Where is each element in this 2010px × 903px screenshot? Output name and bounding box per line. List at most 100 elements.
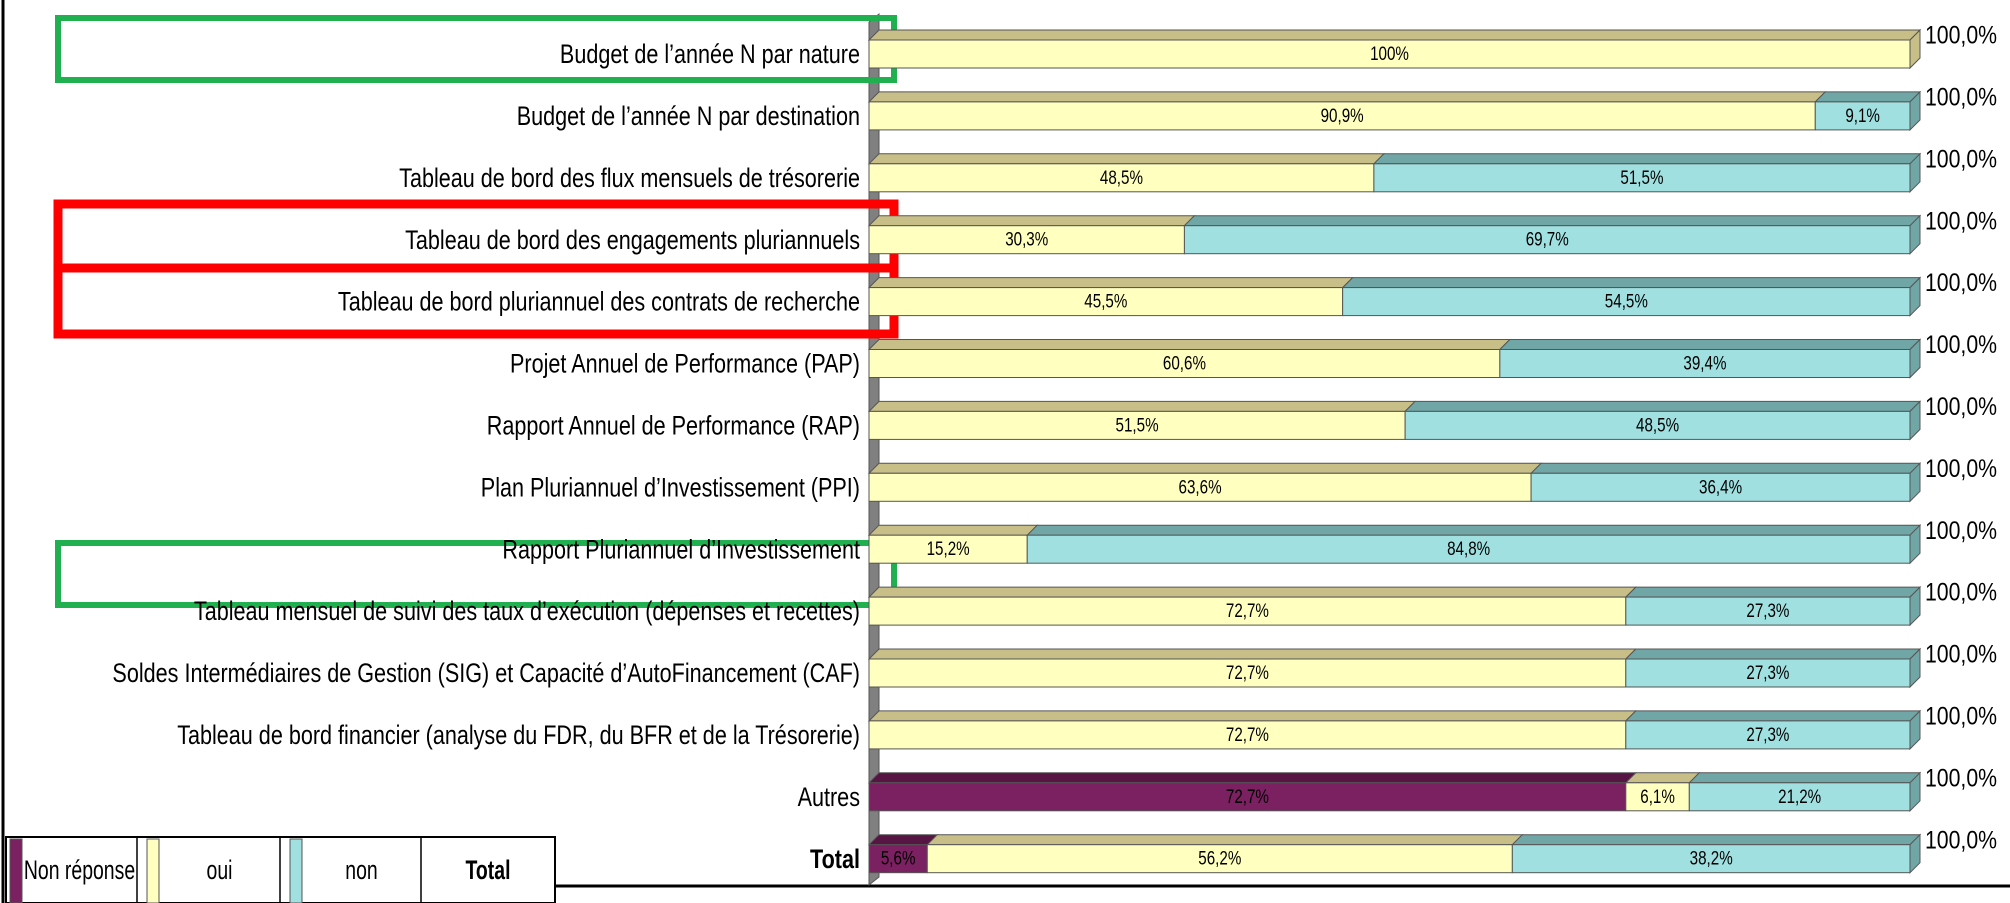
bar-side	[1909, 647, 1921, 689]
value-label: 100%	[1370, 42, 1409, 64]
legend-label: non	[345, 855, 377, 885]
value-label: 38,2%	[1690, 847, 1733, 869]
category-label: Rapport Pluriannuel d’Investissement	[502, 535, 860, 565]
bar-segment	[1625, 658, 1911, 688]
value-label: 6,1%	[1640, 785, 1675, 807]
bar-top	[1624, 586, 1922, 598]
bar-top	[867, 277, 1354, 289]
bar-segment	[1373, 163, 1911, 193]
value-label: 90,9%	[1321, 104, 1364, 126]
category-label: Budget de l’année N par destination	[517, 102, 860, 132]
total-label: 100,0%	[1925, 207, 1997, 235]
bar-top	[867, 524, 1039, 536]
bar-side	[1909, 338, 1921, 379]
bar-segment	[926, 844, 1513, 874]
bar-top	[1624, 648, 1922, 660]
bar-segment	[868, 410, 1406, 440]
value-label: 51,5%	[1116, 414, 1159, 436]
value-label: 36,4%	[1699, 476, 1742, 498]
bar-top	[1511, 834, 1922, 846]
legend-swatch	[9, 838, 23, 903]
total-label: 100,0%	[1925, 764, 1997, 792]
total-label: 100,0%	[1925, 21, 1997, 49]
bar-top	[1026, 524, 1922, 536]
legend-swatch	[289, 838, 303, 903]
total-label: 100,0%	[1925, 702, 1997, 730]
bar-top	[1341, 277, 1922, 289]
bar-segment	[868, 39, 1911, 69]
legend-label: Non réponse	[24, 855, 135, 885]
value-label: 63,6%	[1179, 476, 1222, 498]
value-label: 45,5%	[1084, 290, 1127, 312]
bar-top	[867, 29, 1922, 41]
total-label: 100,0%	[1925, 145, 1997, 173]
bar-top	[1688, 772, 1922, 784]
bar-segment	[868, 534, 1028, 564]
category-label: Tableau de bord des engagements pluriann…	[405, 226, 860, 256]
value-label: 51,5%	[1620, 166, 1663, 188]
bar-segment	[1183, 225, 1911, 255]
value-label: 27,3%	[1746, 599, 1789, 621]
bar-segment	[1404, 410, 1911, 440]
bar-top	[867, 400, 1417, 412]
total-label: 100,0%	[1925, 330, 1997, 358]
category-label: Tableau de bord pluriannuel des contrats…	[338, 288, 860, 318]
wall	[868, 12, 880, 887]
bar-segment	[868, 472, 1532, 502]
total-label: 100,0%	[1925, 83, 1997, 111]
bar-top	[1624, 772, 1701, 784]
bar-top	[926, 834, 1524, 846]
total-label: 100,0%	[1925, 640, 1997, 668]
value-label: 27,3%	[1746, 661, 1789, 683]
bar-top	[1372, 153, 1922, 165]
category-label: Tableau de bord des flux mensuels de tré…	[399, 164, 860, 194]
legend-label: oui	[207, 855, 233, 885]
bar-segment	[868, 101, 1816, 131]
value-label: 48,5%	[1636, 414, 1679, 436]
bar-side	[1909, 523, 1921, 565]
total-label: 100,0%	[1925, 578, 1997, 606]
highlight-box	[55, 540, 897, 608]
value-label: 21,2%	[1778, 785, 1821, 807]
legend-swatch	[146, 838, 160, 903]
value-label: 72,7%	[1226, 599, 1269, 621]
value-label: 9,1%	[1845, 104, 1880, 126]
bar-top	[867, 834, 939, 846]
bar-segment	[1530, 472, 1911, 502]
category-label: Total	[810, 845, 860, 875]
value-label: 27,3%	[1746, 723, 1789, 745]
value-label: 48,5%	[1100, 166, 1143, 188]
value-label: 54,5%	[1605, 290, 1648, 312]
legend: Non réponse oui non Total	[5, 836, 556, 903]
bar-side	[1909, 709, 1921, 751]
total-label: 100,0%	[1925, 826, 1997, 854]
bar-segment	[1625, 596, 1911, 626]
bar-top	[867, 648, 1638, 660]
bar-top	[867, 153, 1386, 165]
category-label: Plan Pluriannuel d’Investissement (PPI)	[481, 473, 860, 503]
bar-segment	[1625, 782, 1690, 812]
bar-side	[1909, 214, 1921, 255]
bar-top	[867, 91, 1827, 103]
value-label: 60,6%	[1163, 352, 1206, 374]
bar-side	[1909, 90, 1921, 132]
value-label: 39,4%	[1683, 352, 1726, 374]
total-label: 100,0%	[1925, 454, 1997, 482]
bar-top	[867, 772, 1638, 784]
value-label: 56,2%	[1198, 847, 1241, 869]
bar-side	[1909, 152, 1921, 194]
bar-side	[1909, 28, 1921, 70]
bar-top	[1498, 339, 1922, 350]
bar-top	[1529, 462, 1922, 474]
value-label: 72,7%	[1226, 661, 1269, 683]
value-label: 72,7%	[1226, 723, 1269, 745]
bar-side	[1909, 585, 1921, 627]
category-label: Autres	[798, 783, 860, 813]
value-label: 5,6%	[881, 847, 916, 869]
bar-side	[1909, 771, 1921, 813]
bar-top	[867, 462, 1543, 474]
category-label: Tableau mensuel de suivi des taux d’exéc…	[194, 597, 860, 627]
category-label: Rapport Annuel de Performance (RAP)	[487, 411, 860, 441]
category-label: Tableau de bord financier (analyse du FD…	[177, 721, 860, 751]
